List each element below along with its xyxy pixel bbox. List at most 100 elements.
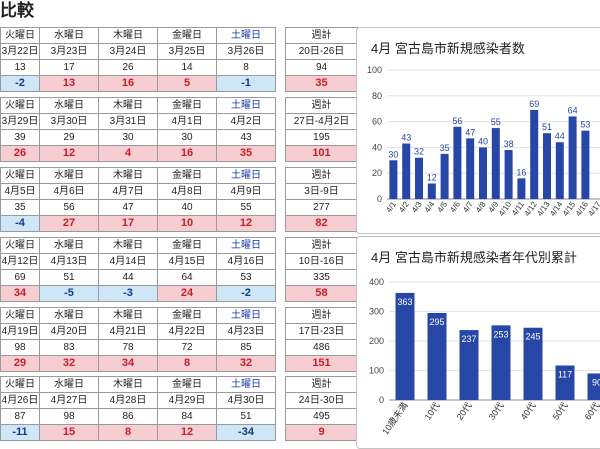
diff-cell: 12 (40, 146, 99, 162)
x-tick-label: 10歳未満 (379, 400, 409, 437)
x-tick-label: 4/7 (461, 200, 475, 215)
count-cell: 8 (217, 60, 276, 76)
weekday-header: 木曜日 (99, 308, 158, 324)
week-total-cell: 151 (286, 356, 358, 372)
spacer (276, 308, 286, 324)
date-cell: 4月9日 (217, 184, 276, 200)
date-cell: 3月25日 (158, 44, 217, 60)
bar (402, 144, 410, 199)
spacer (276, 393, 286, 409)
date-cell: 4月30日 (217, 393, 276, 409)
x-tick-label: 4/16 (574, 200, 591, 218)
page-title: 比較 (0, 0, 34, 22)
week-total-header: 週計 (286, 98, 358, 114)
chart-title: 4月 宮古島市新規感染者数 (371, 38, 525, 57)
x-tick-label: 4/15 (561, 200, 578, 218)
date-cell: 3月22日 (1, 44, 40, 60)
y-tick-label: 400 (369, 277, 384, 287)
table-row: 火曜日水曜日木曜日金曜日土曜日週計 (1, 28, 358, 44)
diff-cell: 16 (158, 146, 217, 162)
spacer (276, 286, 286, 302)
spacer (276, 98, 286, 114)
bar (396, 293, 415, 400)
x-tick-label: 4/6 (448, 200, 462, 215)
date-cell: 4月7日 (99, 184, 158, 200)
spacer (276, 168, 286, 184)
weekday-header: 金曜日 (158, 28, 217, 44)
date-cell: 4月5日 (1, 184, 40, 200)
weekday-header: 金曜日 (158, 377, 217, 393)
x-tick-label: 4/14 (548, 200, 565, 218)
date-cell: 3月24日 (99, 44, 158, 60)
x-tick-label: 4/1 (384, 200, 398, 215)
count-cell: 56 (40, 200, 99, 216)
spacer (276, 184, 286, 200)
spacer (276, 146, 286, 162)
count-cell: 51 (40, 270, 99, 286)
diff-cell: 27 (40, 216, 99, 232)
week-total-cell: 101 (286, 146, 358, 162)
week-total-cell: 335 (286, 270, 358, 286)
week-total-cell: 277 (286, 200, 358, 216)
diff-cell: 34 (1, 286, 40, 302)
data-label: 237 (461, 334, 476, 344)
weekday-header: 水曜日 (40, 238, 99, 254)
spacer (276, 130, 286, 146)
count-cell: 85 (217, 340, 276, 356)
week-total-header: 週計 (286, 28, 358, 44)
date-cell: 4月29日 (158, 393, 217, 409)
y-tick-label: 100 (367, 65, 382, 75)
diff-cell: 16 (99, 76, 158, 92)
week-total-cell: 17日-23日 (286, 324, 358, 340)
weekday-header: 水曜日 (40, 98, 99, 114)
table-row: 火曜日水曜日木曜日金曜日土曜日週計 (1, 98, 358, 114)
spacer (276, 377, 286, 393)
count-cell: 78 (99, 340, 158, 356)
week-total-cell: 35 (286, 76, 358, 92)
spacer (276, 409, 286, 425)
count-cell: 51 (217, 409, 276, 425)
data-label: 64 (568, 105, 578, 115)
data-label: 245 (525, 332, 540, 342)
week-total-header: 週計 (286, 308, 358, 324)
count-cell: 29 (40, 130, 99, 146)
weekday-header: 土曜日 (217, 98, 276, 114)
y-tick-label: 40 (372, 142, 382, 152)
diff-cell: -34 (217, 425, 276, 441)
weekday-header: 火曜日 (1, 98, 40, 114)
date-cell: 4月21日 (99, 324, 158, 340)
x-tick-label: 60代 (583, 400, 600, 421)
bar (517, 178, 525, 199)
table-row: 火曜日水曜日木曜日金曜日土曜日週計 (1, 308, 358, 324)
data-label: 295 (429, 317, 444, 327)
weekday-header: 火曜日 (1, 168, 40, 184)
y-tick-label: 200 (369, 336, 384, 346)
count-cell: 55 (217, 200, 276, 216)
spacer (276, 324, 286, 340)
spacer (276, 216, 286, 232)
date-cell: 4月12日 (1, 254, 40, 270)
diff-cell: 24 (158, 286, 217, 302)
date-cell: 4月22日 (158, 324, 217, 340)
bar (389, 160, 397, 199)
diff-cell: 5 (158, 76, 217, 92)
data-label: 32 (414, 147, 424, 157)
x-tick-label: 30代 (487, 400, 506, 421)
diff-cell: 4 (99, 146, 158, 162)
x-tick-label: 4/10 (497, 200, 514, 218)
data-label: 117 (558, 369, 572, 379)
weekday-header: 金曜日 (158, 168, 217, 184)
weekday-header: 火曜日 (1, 28, 40, 44)
bar (543, 133, 551, 199)
count-cell: 83 (40, 340, 99, 356)
count-cell: 39 (1, 130, 40, 146)
